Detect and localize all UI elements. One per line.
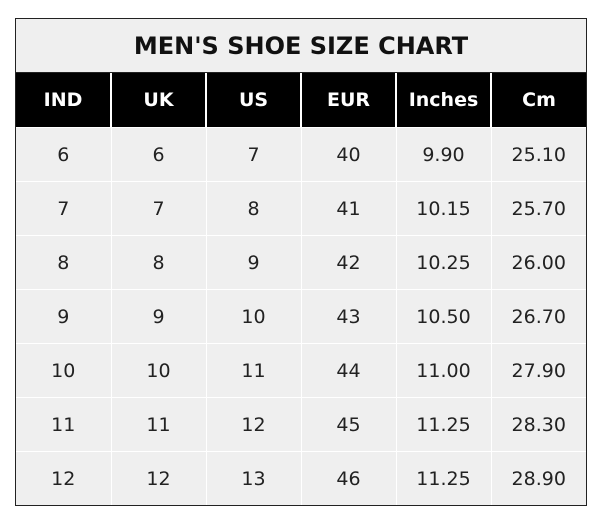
- column-header: IND: [16, 73, 111, 128]
- table-cell: 11: [110, 397, 207, 452]
- table-cell: 8: [16, 235, 112, 290]
- table-cell: 10.25: [395, 235, 492, 290]
- table-row: 9 9 10 43 10.50 26.70: [16, 289, 586, 344]
- table-cell: 7: [110, 181, 207, 236]
- column-header: Cm: [490, 73, 586, 128]
- table-cell: 11.25: [395, 451, 492, 505]
- table-cell: 12: [205, 397, 302, 452]
- table-cell: 10: [16, 343, 112, 398]
- table-cell: 11.00: [395, 343, 492, 398]
- table-cell: 8: [205, 181, 302, 236]
- table-cell: 7: [16, 181, 112, 236]
- table-cell: 9: [110, 289, 207, 344]
- table-cell: 46: [300, 451, 397, 505]
- table-cell: 43: [300, 289, 397, 344]
- table-cell: 7: [205, 127, 302, 182]
- table-cell: 45: [300, 397, 397, 452]
- table-row: 10 10 11 44 11.00 27.90: [16, 343, 586, 398]
- table-row: 7 7 8 41 10.15 25.70: [16, 181, 586, 236]
- size-chart-table: MEN'S SHOE SIZE CHART IND UK US EUR Inches Cm…: [15, 18, 587, 506]
- table-cell: 8: [110, 235, 207, 290]
- table-cell: 25.10: [490, 127, 586, 182]
- table-cell: 28.30: [490, 397, 586, 452]
- table-cell: 9.90: [395, 127, 492, 182]
- table-cell: 26.00: [490, 235, 586, 290]
- table-cell: 6: [110, 127, 207, 182]
- table-cell: 9: [205, 235, 302, 290]
- column-header: EUR: [300, 73, 396, 128]
- table-cell: 27.90: [490, 343, 586, 398]
- table-row: 11 11 12 45 11.25 28.30: [16, 397, 586, 452]
- table-cell: 42: [300, 235, 397, 290]
- table-cell: 26.70: [490, 289, 586, 344]
- table-row: 12 12 13 46 11.25 28.90: [16, 451, 586, 505]
- table-cell: 13: [205, 451, 302, 505]
- table-cell: 40: [300, 127, 397, 182]
- table-cell: 11: [205, 343, 302, 398]
- header-row: IND UK US EUR Inches Cm: [16, 73, 586, 128]
- column-header: US: [205, 73, 301, 128]
- column-header: Inches: [395, 73, 491, 128]
- table-cell: 44: [300, 343, 397, 398]
- table-cell: 28.90: [490, 451, 586, 505]
- table-cell: 10.15: [395, 181, 492, 236]
- table-cell: 12: [16, 451, 112, 505]
- table-cell: 12: [110, 451, 207, 505]
- chart-title: MEN'S SHOE SIZE CHART: [16, 19, 586, 73]
- table-cell: 41: [300, 181, 397, 236]
- table-row: 6 6 7 40 9.90 25.10: [16, 127, 586, 182]
- table-cell: 10: [110, 343, 207, 398]
- size-table: IND UK US EUR Inches Cm 6 6 7 40 9.90 25.10 7 7 8 41 10…: [16, 73, 586, 505]
- table-cell: 6: [16, 127, 112, 182]
- column-header: UK: [110, 73, 206, 128]
- table-cell: 9: [16, 289, 112, 344]
- table-cell: 25.70: [490, 181, 586, 236]
- table-cell: 11: [16, 397, 112, 452]
- table-row: 8 8 9 42 10.25 26.00: [16, 235, 586, 290]
- table-cell: 10: [205, 289, 302, 344]
- table-cell: 11.25: [395, 397, 492, 452]
- table-cell: 10.50: [395, 289, 492, 344]
